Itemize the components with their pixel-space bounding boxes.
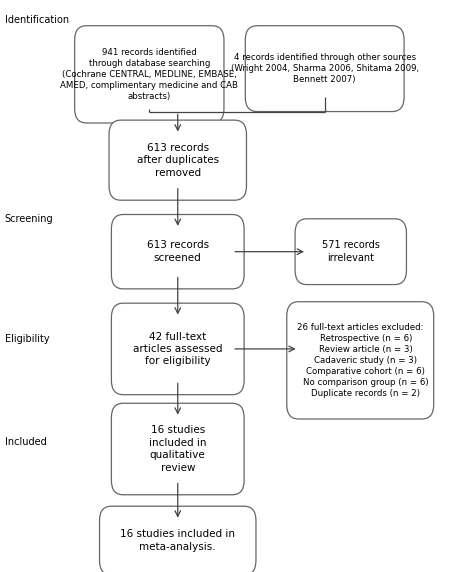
Text: 571 records
irrelevant: 571 records irrelevant xyxy=(322,240,380,263)
FancyBboxPatch shape xyxy=(111,403,244,495)
Text: Eligibility: Eligibility xyxy=(5,333,49,344)
Text: 4 records identified through other sources
(Wright 2004, Sharma 2006, Shitama 20: 4 records identified through other sourc… xyxy=(231,53,419,84)
FancyBboxPatch shape xyxy=(109,120,246,200)
Text: Screening: Screening xyxy=(5,213,54,224)
FancyBboxPatch shape xyxy=(100,506,256,572)
Text: Identification: Identification xyxy=(5,15,69,25)
Text: 42 full-text
articles assessed
for eligibility: 42 full-text articles assessed for eligi… xyxy=(133,332,222,366)
Text: 613 records
after duplicates
removed: 613 records after duplicates removed xyxy=(137,143,219,177)
Text: 16 studies
included in
qualitative
review: 16 studies included in qualitative revie… xyxy=(149,426,207,472)
FancyBboxPatch shape xyxy=(111,303,244,395)
FancyBboxPatch shape xyxy=(295,219,406,284)
FancyBboxPatch shape xyxy=(287,302,434,419)
FancyBboxPatch shape xyxy=(75,26,224,123)
Text: 613 records
screened: 613 records screened xyxy=(146,240,209,263)
Text: 16 studies included in
meta-analysis.: 16 studies included in meta-analysis. xyxy=(120,529,235,552)
FancyBboxPatch shape xyxy=(246,26,404,112)
FancyBboxPatch shape xyxy=(111,214,244,289)
Text: Included: Included xyxy=(5,436,46,447)
Text: 941 records identified
through database searching
(Cochrane CENTRAL, MEDLINE, EM: 941 records identified through database … xyxy=(60,47,238,101)
Text: 26 full-text articles excluded:
    Retrospective (n = 6)
    Review article (n : 26 full-text articles excluded: Retrospe… xyxy=(292,323,428,398)
